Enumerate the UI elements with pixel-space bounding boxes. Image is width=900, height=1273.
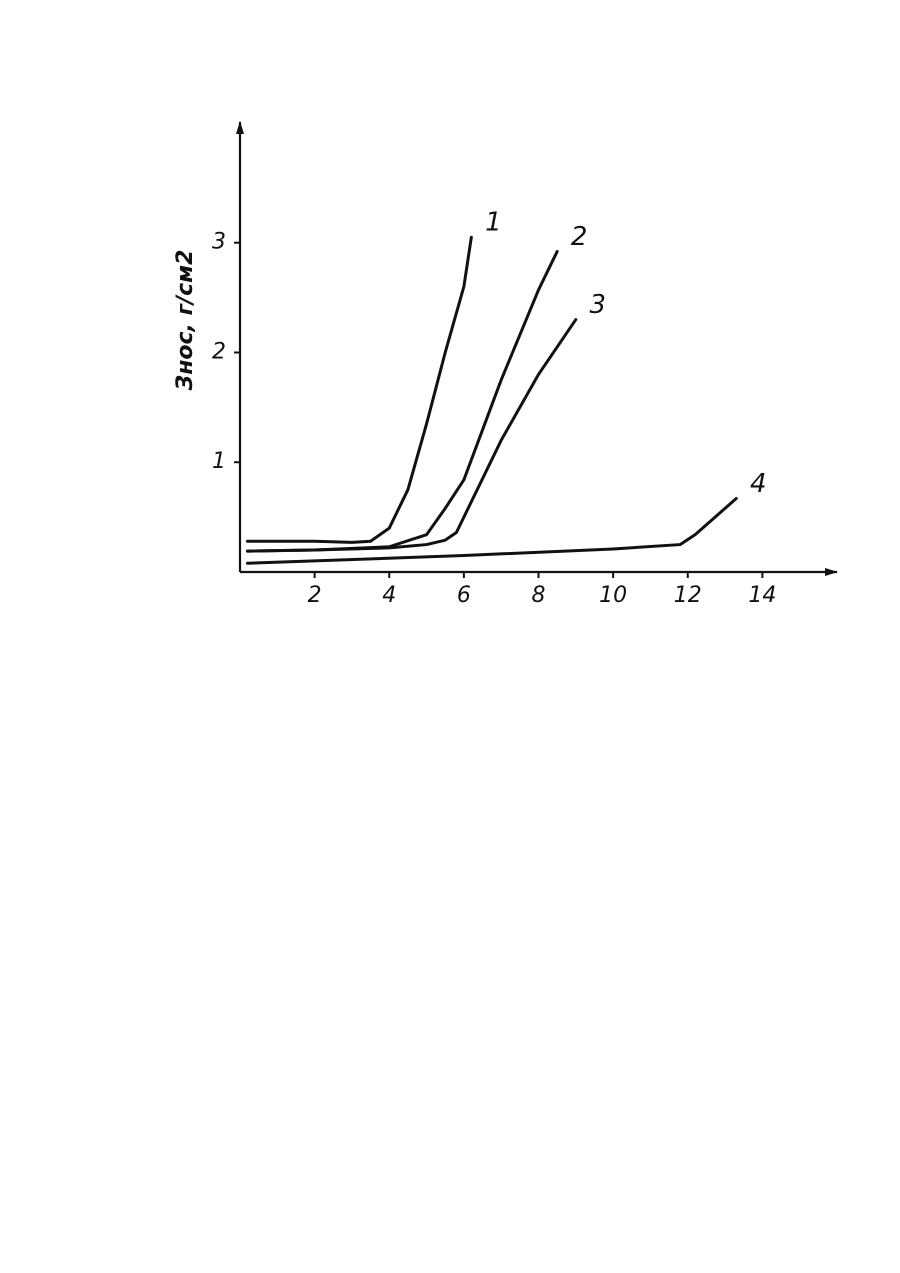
x-tick-label: 8 (532, 583, 546, 608)
curve (247, 498, 736, 563)
x-tick-label: 4 (382, 583, 396, 608)
y-tick-label: 2 (212, 339, 226, 364)
x-tick-label: 10 (599, 583, 627, 608)
x-tick-label: 14 (748, 583, 776, 608)
curve-label: 4 (750, 469, 767, 499)
curve (247, 237, 471, 542)
x-tick-label: 12 (674, 583, 702, 608)
x-tick-label: 6 (457, 583, 471, 608)
y-axis-label: Знос, г/см2 (173, 250, 198, 392)
chart: Знос, г/см2 24681012141231234 (0, 0, 900, 1273)
curve (247, 320, 575, 552)
x-tick-label: 2 (308, 583, 322, 608)
curve-label: 1 (485, 208, 502, 238)
y-tick-label: 3 (212, 230, 226, 255)
curve (247, 252, 557, 552)
page: {"chart_data": {"type": "line", "y_label… (0, 0, 900, 1273)
curve-label: 3 (590, 290, 607, 320)
curve-label: 2 (571, 222, 588, 252)
y-tick-label: 1 (212, 449, 226, 474)
